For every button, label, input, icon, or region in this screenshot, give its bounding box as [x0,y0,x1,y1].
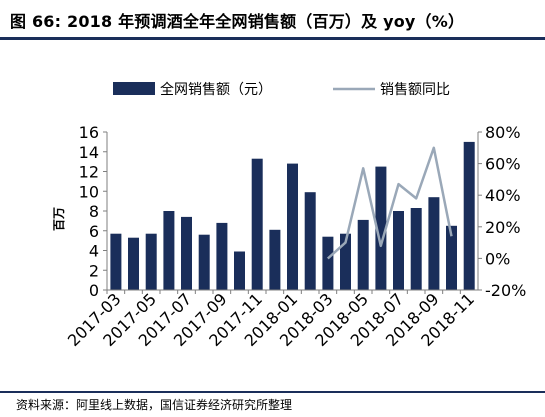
source-note: 资料来源：阿里线上数据，国信证券经济研究所整理 [16,398,293,412]
left-tick-label: 16 [79,123,99,142]
bar [145,233,157,290]
right-tick-label: 80% [485,123,521,142]
bar [198,234,210,290]
bar [216,222,228,290]
bar [110,233,122,290]
legend-line-label: 销售额同比 [380,82,450,98]
right-tick-label: 0% [485,249,510,268]
left-tick-label: 10 [79,182,99,201]
right-axis-ticks: -20% 0% 20% 40% 60% 80% [485,123,526,300]
bar [181,216,192,290]
bar [234,251,245,290]
legend: 全网销售额（元） 销售额同比 [113,81,450,98]
bar [163,211,175,290]
yoy-line-layer [326,146,453,260]
figure-title: 图 66: 2018 年预调酒全年全网销售额（百万）及 yoy（%） [10,12,465,31]
bar [410,208,422,290]
bar [287,163,298,290]
axes [103,131,482,294]
bar [304,192,316,290]
bar [393,211,404,290]
left-tick-label: 14 [79,143,99,162]
bar [428,197,440,290]
legend-bar-swatch [113,82,155,95]
left-tick-label: 4 [89,242,99,261]
right-tick-label: 60% [485,155,521,174]
yoy-line [326,146,453,260]
left-tick-label: 2 [89,261,99,280]
source-rule [0,391,545,393]
legend-bar-label: 全网销售额（元） [160,81,272,98]
right-tick-label: -20% [485,281,526,300]
bars [110,141,475,290]
bar [375,166,387,290]
bar [357,219,369,290]
bar [463,141,475,290]
left-tick-label: 8 [89,202,99,221]
title-bar: 图 66: 2018 年预调酒全年全网销售额（百万）及 yoy（%） [0,0,545,36]
left-tick-label: 0 [89,281,99,300]
title-rule [0,37,545,40]
bar [128,237,139,290]
x-axis-ticks: 2017-032017-052017-072017-092017-112018-… [64,289,478,350]
bar [251,158,263,290]
left-tick-label: 6 [89,222,99,241]
bar [340,233,351,290]
bar [446,225,457,290]
bar [322,236,334,290]
right-tick-label: 20% [485,218,521,237]
left-tick-label: 12 [79,163,99,182]
right-tick-label: 40% [485,186,521,205]
bar [269,229,281,290]
y-axis-label: 百万 [52,207,66,231]
